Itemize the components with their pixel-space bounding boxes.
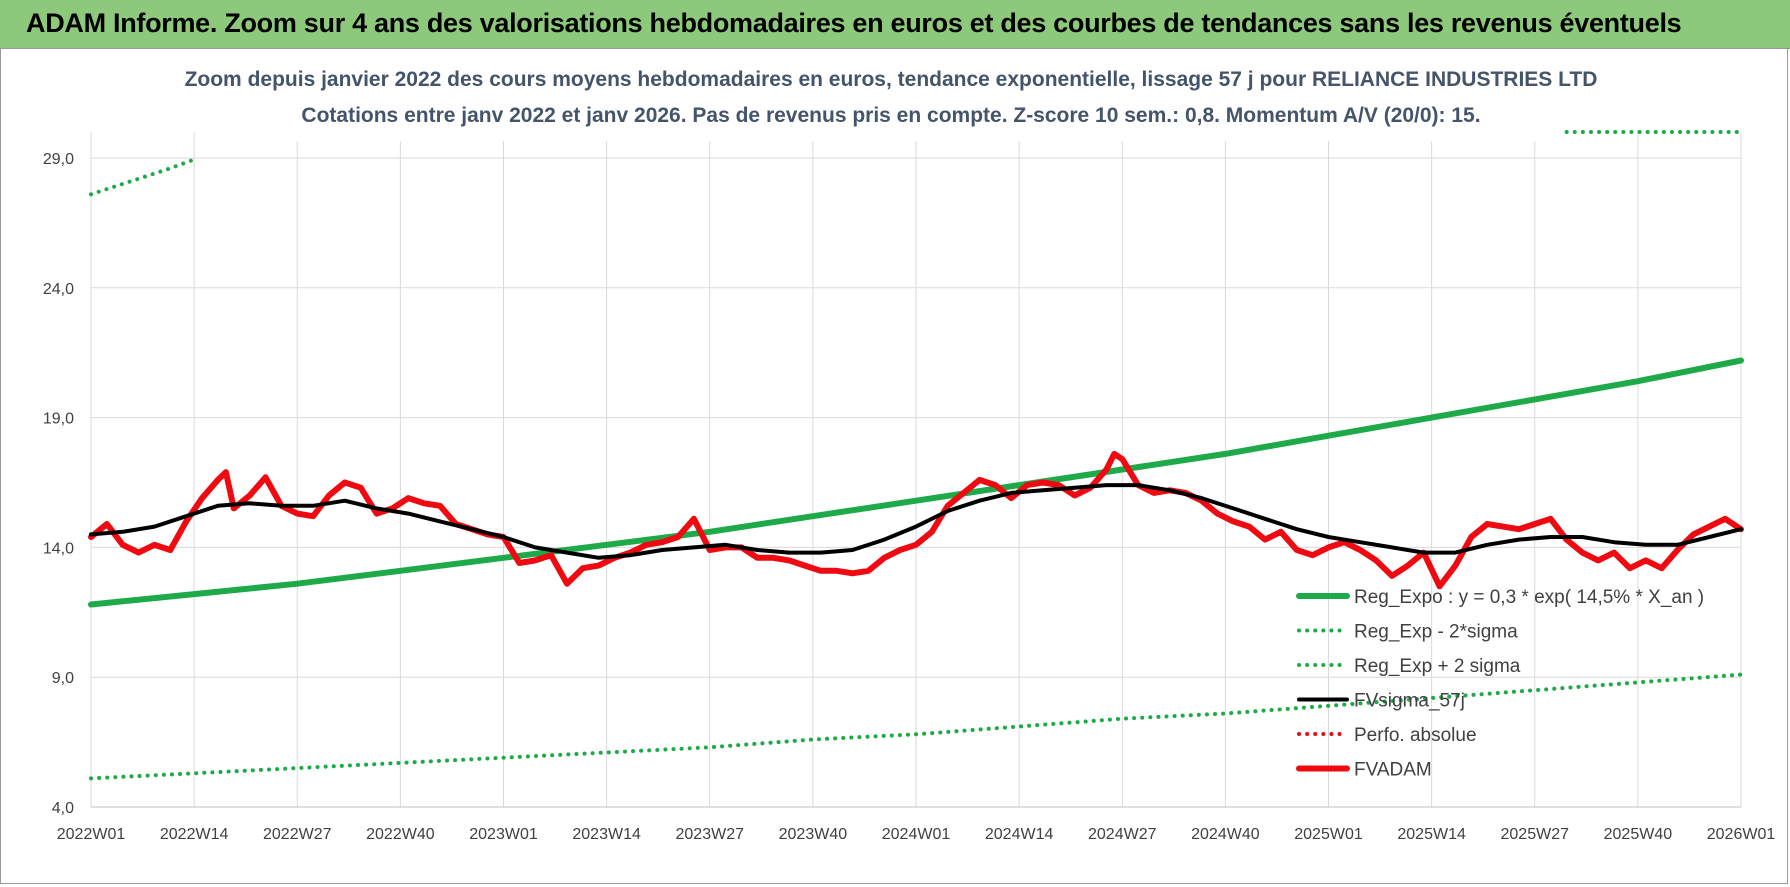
chart-title-box	[211, 57, 1561, 141]
x-tick-label: 2022W14	[160, 826, 229, 843]
x-tick-label: 2024W27	[1088, 826, 1157, 843]
legend-entry: Reg_Expo : y = 0,3 * exp( 14,5% * X_an )	[1354, 587, 1704, 608]
series-line-0	[88, 357, 1744, 608]
y-tick-label: 29,0	[43, 151, 74, 168]
x-tick-label: 2023W40	[779, 826, 848, 843]
x-tick-label: 2023W14	[572, 826, 641, 843]
x-tick-label: 2024W01	[882, 826, 951, 843]
x-tick-label: 2022W40	[366, 826, 435, 843]
chart-title-line2: Cotations entre janv 2022 et janv 2026. …	[301, 104, 1480, 127]
x-tick-label: 2022W01	[57, 826, 126, 843]
legend-entry: Reg_Exp + 2 sigma	[1354, 656, 1521, 677]
x-tick-label: 2023W27	[676, 826, 745, 843]
x-tick-label: 2025W40	[1604, 826, 1673, 843]
x-tick-label: 2025W01	[1294, 826, 1363, 843]
legend-entry: FVADAM	[1354, 760, 1432, 781]
y-tick-label: 14,0	[43, 540, 74, 557]
chart-title-line1: Zoom depuis janvier 2022 des cours moyen…	[185, 68, 1598, 91]
legend-entry: FVsigma_57j	[1354, 691, 1465, 712]
y-tick-label: 19,0	[43, 411, 74, 428]
y-tick-label: 4,0	[52, 800, 74, 817]
series-line-3	[89, 483, 1743, 560]
series-line-1	[89, 672, 1743, 781]
series-line-5	[88, 450, 1744, 590]
chart-frame: 4,0 9,0 14,0 19,0 24,0 29,0 2022W01 2022W14 2022…	[0, 48, 1788, 884]
series-line-2	[89, 156, 201, 197]
line-chart: 4,0 9,0 14,0 19,0 24,0 29,0 2022W01 2022W14 2022…	[43, 57, 1776, 843]
y-tick-label: 9,0	[52, 670, 74, 687]
x-tick-label: 2025W27	[1501, 826, 1570, 843]
report-title: ADAM Informe. Zoom sur 4 ans des valoris…	[26, 8, 1682, 38]
legend-entry: Perfo. absolue	[1354, 725, 1477, 746]
legend-entry: Reg_Exp - 2*sigma	[1354, 622, 1518, 643]
y-tick-label: 24,0	[43, 281, 74, 298]
report-banner: ADAM Informe. Zoom sur 4 ans des valoris…	[0, 0, 1790, 49]
x-tick-label: 2026W01	[1707, 826, 1776, 843]
x-tick-label: 2024W40	[1191, 826, 1260, 843]
x-tick-label: 2022W27	[263, 826, 332, 843]
x-tick-label: 2025W14	[1397, 826, 1466, 843]
x-tick-label: 2023W01	[469, 826, 538, 843]
x-tick-label: 2024W14	[985, 826, 1054, 843]
